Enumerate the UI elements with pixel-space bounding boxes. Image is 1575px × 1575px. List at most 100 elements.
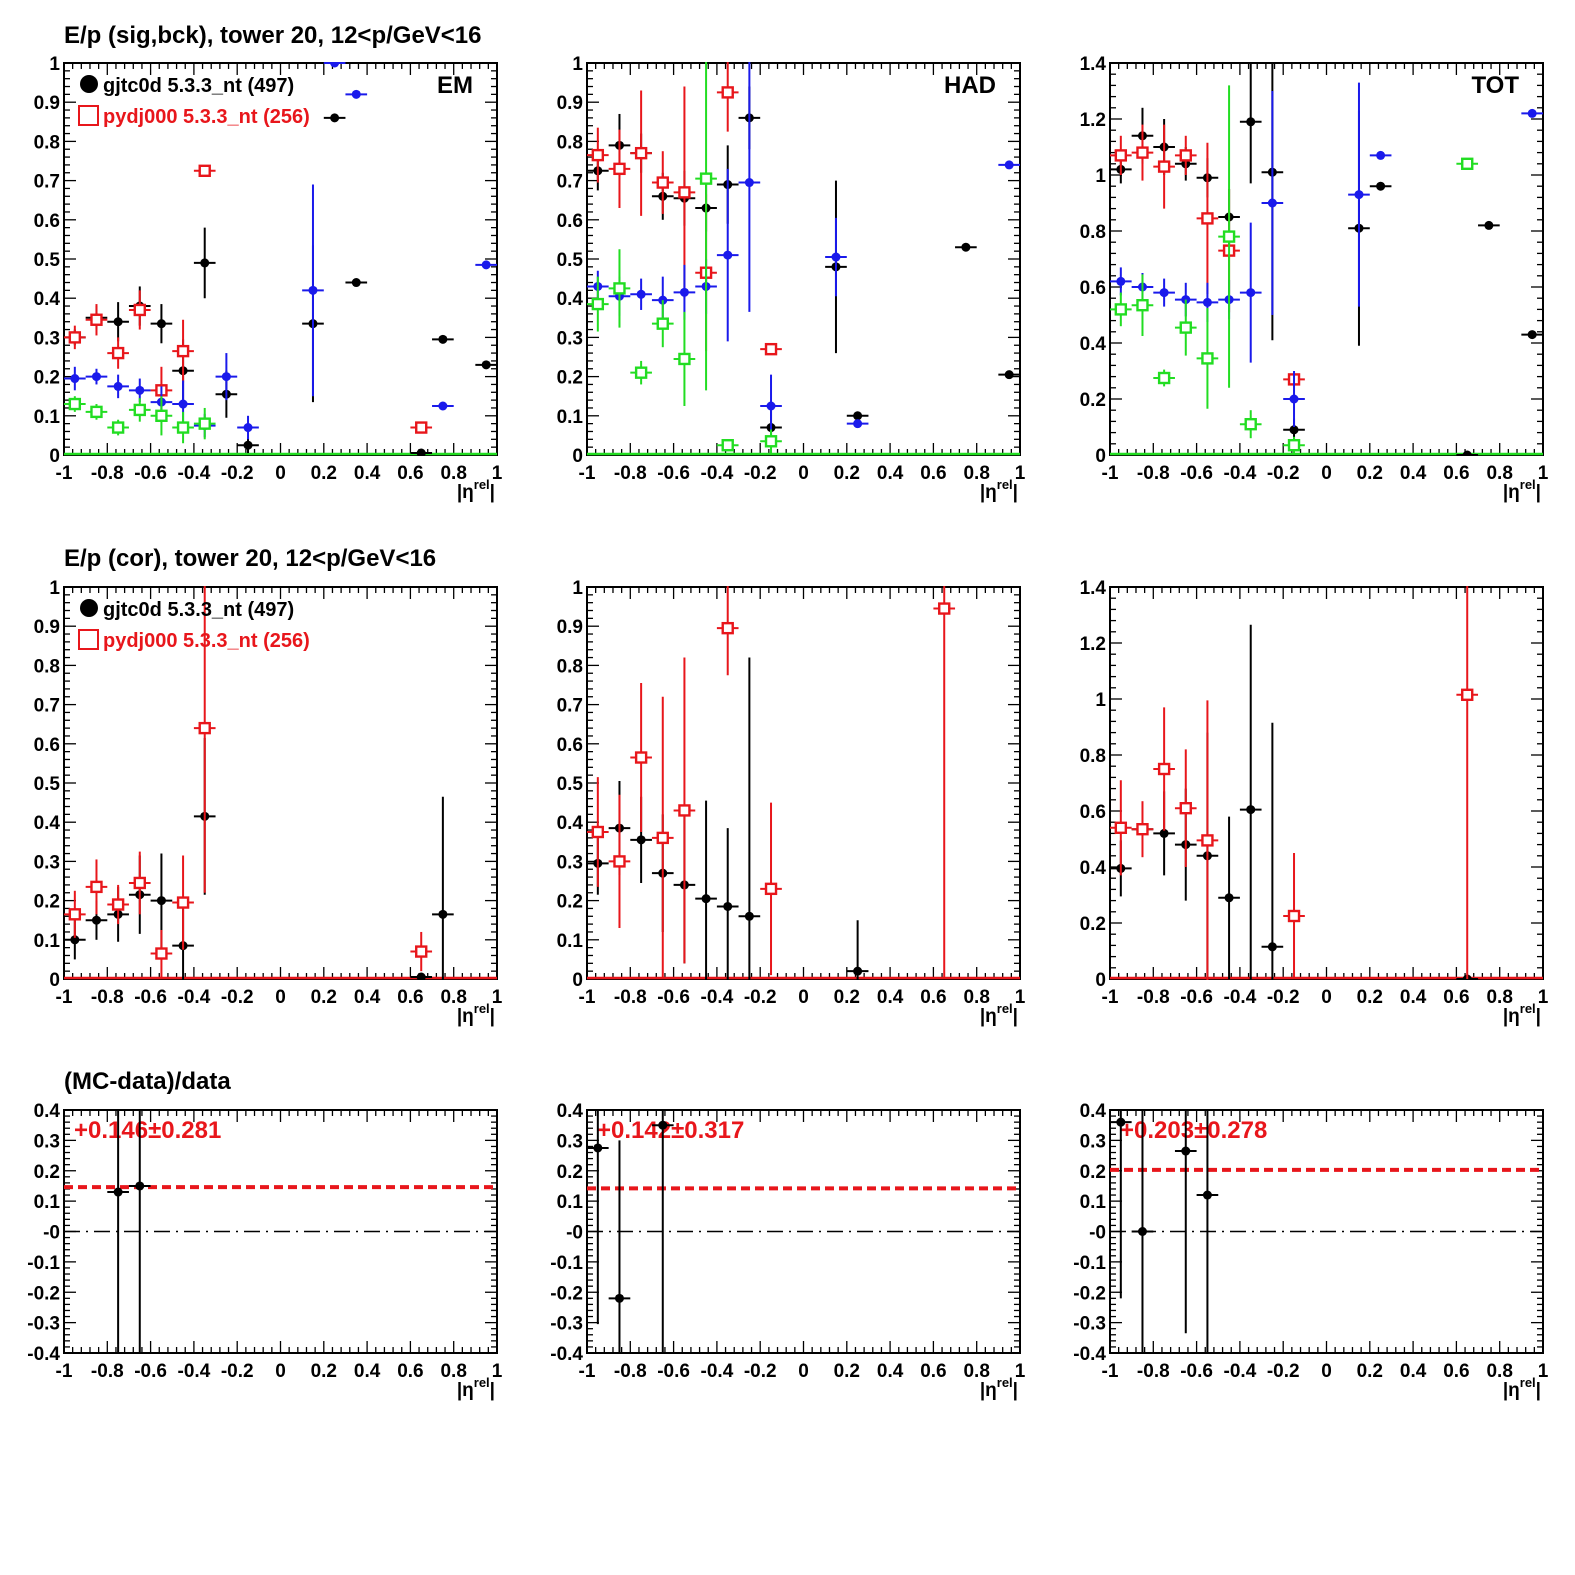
y-tick-label: 0.3 — [557, 852, 583, 873]
data-point — [85, 859, 108, 915]
x-axis-label: |ηrel| — [457, 1001, 495, 1027]
marker-circle — [1484, 220, 1494, 230]
y-tick-label: 0.9 — [557, 617, 583, 638]
y-tick-label: 0.2 — [557, 368, 583, 389]
y-tick-label: 0.5 — [557, 774, 584, 795]
y-tick-label: 0.9 — [34, 93, 60, 114]
x-tick-label: 0.6 — [920, 463, 946, 484]
marker-square — [1287, 439, 1301, 452]
x-tick-label: 0.8 — [1486, 463, 1512, 484]
legend-marker-circle — [80, 75, 98, 93]
row-title-ratio: (MC-data)/data — [64, 1068, 231, 1095]
y-tick-label: 1 — [49, 54, 60, 75]
data-point — [608, 1140, 631, 1354]
series-group — [1110, 1109, 1219, 1354]
marker-square — [721, 621, 734, 635]
marker-circle — [1376, 181, 1386, 191]
data-point — [651, 1109, 674, 1353]
series-group — [587, 586, 956, 980]
marker-square — [1179, 802, 1192, 815]
x-axis-label: |ηrel| — [1503, 477, 1541, 503]
x-tick-label: -0.4 — [1224, 463, 1257, 484]
data-point — [1369, 150, 1392, 160]
marker-square — [721, 86, 734, 99]
marker-circle — [658, 1120, 668, 1130]
marker-circle — [614, 1293, 624, 1303]
series-group — [1110, 62, 1543, 456]
data-point — [128, 398, 151, 422]
marker-square — [133, 303, 146, 317]
y-tick-label: -0.1 — [27, 1253, 60, 1274]
marker-square — [634, 366, 648, 379]
marker-square — [678, 186, 691, 199]
marker-square — [1201, 352, 1214, 365]
x-tick-label: -0.4 — [178, 987, 211, 1008]
panel-7: -1 -0.8 -0.6 -0.4 -0.2 0 0.2 0.4 0.6 0.8 1|ηrel| -0… — [27, 1101, 502, 1401]
y-tick-label: 0.7 — [557, 696, 583, 717]
x-tick-label: -0.2 — [1267, 463, 1300, 484]
y-tick-label: 0.8 — [1080, 746, 1106, 767]
marker-square — [155, 409, 168, 422]
series-group — [64, 586, 454, 980]
marker-square — [1136, 823, 1149, 836]
data-point — [237, 437, 259, 454]
y-tick-label: -0.1 — [1073, 1253, 1106, 1274]
marker-square — [613, 282, 626, 295]
x-tick-label: -0.6 — [1180, 1361, 1213, 1382]
data-point — [128, 290, 151, 330]
marker-circle — [1289, 394, 1299, 404]
data-point — [410, 931, 433, 972]
data-point — [1131, 274, 1154, 336]
y-tick-label: 0.6 — [557, 211, 583, 232]
x-tick-label: 1 — [1538, 1361, 1549, 1382]
marker-square — [1157, 762, 1171, 776]
data-point — [172, 411, 194, 444]
marker-circle — [221, 372, 231, 382]
marker-square — [1244, 418, 1257, 431]
y-tick-label: -0.2 — [1073, 1283, 1106, 1304]
y-tick-label: 0.4 — [557, 1101, 584, 1122]
panel-5: -1 -0.8 -0.6 -0.4 -0.2 0 0.2 0.4 0.6 0.8 1|ηrel|00… — [557, 578, 1026, 1027]
marker-square — [1461, 688, 1474, 701]
fit-result: +0.146±0.281 — [74, 1117, 221, 1144]
marker-square — [1179, 321, 1192, 334]
y-tick-label: 0.4 — [557, 813, 584, 834]
y-tick-label: 0.4 — [34, 289, 61, 310]
row-title-sig-bck: E/p (sig,bck), tower 20, 12<p/GeV<16 — [64, 22, 482, 49]
data-point — [1153, 707, 1175, 831]
marker-circle — [438, 334, 448, 344]
marker-circle — [593, 1143, 603, 1153]
data-point — [1239, 62, 1262, 184]
x-axis-label: |ηrel| — [1503, 1375, 1541, 1401]
x-tick-label: 0.8 — [440, 463, 466, 484]
marker-square — [1136, 146, 1149, 159]
data-point — [933, 586, 956, 979]
data-point — [1283, 371, 1305, 427]
x-tick-label: -0.8 — [1137, 987, 1170, 1008]
data-point — [302, 184, 324, 397]
data-point — [1196, 308, 1219, 409]
panel-9: -1 -0.8 -0.6 -0.4 -0.2 0 0.2 0.4 0.6 0.8 1|ηrel| -0… — [1073, 1101, 1549, 1401]
marker-square — [613, 162, 626, 176]
panel-2: -1 -0.8 -0.6 -0.4 -0.2 0 0.2 0.4 0.6 0.8 1|ηrel|00… — [557, 54, 1026, 503]
x-tick-label: 0.8 — [1486, 1361, 1512, 1382]
marker-circle — [156, 896, 166, 906]
marker-circle — [1354, 190, 1364, 200]
data-point — [1283, 853, 1305, 979]
data-point — [1478, 220, 1500, 230]
data-point — [1348, 82, 1370, 307]
data-point — [760, 429, 782, 454]
y-tick-label: 0 — [572, 970, 583, 991]
marker-circle — [200, 258, 210, 268]
x-tick-label: 0.2 — [834, 463, 860, 484]
panel-8: -1 -0.8 -0.6 -0.4 -0.2 0 0.2 0.4 0.6 0.8 1|ηrel| -0… — [550, 1101, 1025, 1401]
legend-label: pydj000 5.3.3_nt (256) — [103, 106, 310, 128]
data-point — [587, 127, 609, 183]
y-tick-label: 0 — [49, 446, 60, 467]
data-point — [1131, 124, 1154, 181]
y-tick-label: 0.4 — [557, 289, 584, 310]
marker-circle — [135, 1181, 145, 1191]
legend-label: pydj000 5.3.3_nt (256) — [103, 630, 310, 652]
data-point — [323, 62, 346, 68]
y-tick-label: 0.1 — [557, 931, 584, 952]
